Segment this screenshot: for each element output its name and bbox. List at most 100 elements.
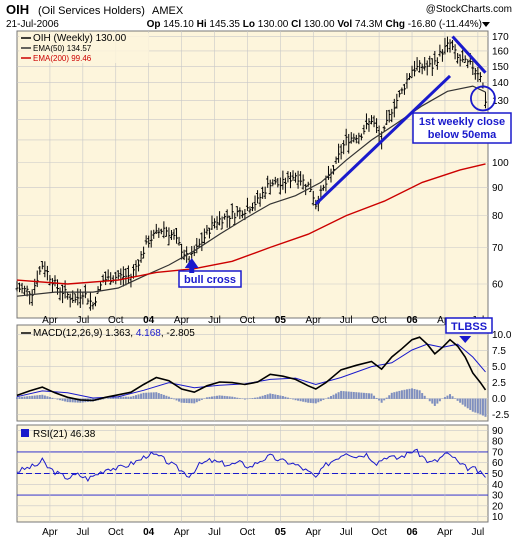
macd-hist-bar <box>233 397 236 399</box>
macd-hist-bar <box>218 395 221 399</box>
macd-hist-bar <box>254 397 257 399</box>
rsi-y-tick-label: 90 <box>492 426 504 437</box>
macd-hist-bar <box>299 398 302 402</box>
rsi-y-tick-label: 30 <box>492 491 504 502</box>
macd-hist-bar <box>327 397 330 399</box>
macd-hist-bar <box>433 398 436 406</box>
macd-hist-bar <box>124 396 127 399</box>
macd-hist-bar <box>147 392 150 399</box>
chart-name: (Oil Services Holders) <box>38 5 145 17</box>
macd-hist-bar <box>314 398 317 404</box>
macd-hist-bar <box>183 398 186 403</box>
macd-hist-bar <box>461 398 464 405</box>
macd-hist-bar <box>474 398 477 413</box>
annotations: bull cross 1st weekly close below 50ema … <box>178 35 512 343</box>
macd-hist-bar <box>145 392 148 399</box>
macd-y-tick-label: 2.5 <box>492 378 506 389</box>
rsi-y-tick-label: 10 <box>492 512 504 523</box>
rsi-y-tick-label: 40 <box>492 480 504 491</box>
macd-hist-bar <box>256 397 259 399</box>
macd-y-tick-label: 5.0 <box>492 362 506 373</box>
macd-hist-bar <box>221 395 224 399</box>
rsi-x-tick-label: Oct <box>240 527 256 538</box>
macd-hist-bar <box>332 394 335 399</box>
macd-hist-bar <box>162 394 165 399</box>
rsi-y-tick-label: 20 <box>492 501 504 512</box>
macd-hist-bar <box>69 398 72 403</box>
price-y-tick-label: 160 <box>492 46 509 57</box>
macd-hist-bar <box>476 398 479 414</box>
macd-hist-bar <box>216 395 219 399</box>
macd-hist-bar <box>340 390 343 399</box>
legend-ema200: EMA(200) 99.46 <box>33 54 92 63</box>
macd-hist-bar <box>479 398 482 415</box>
breakdown-circle <box>470 85 496 112</box>
weekly-close-box <box>412 112 512 144</box>
macd-hist-bar <box>150 392 153 399</box>
quote-line: Op 145.10 Hi 145.35 Lo 130.00 Cl 130.00 … <box>147 19 482 30</box>
macd-hist-bar <box>413 389 416 399</box>
macd-hist-bar <box>112 397 115 399</box>
macd-hist-bar <box>140 393 143 399</box>
rsi-x-tick-label: Apr <box>42 527 58 538</box>
macd-hist-bar <box>408 388 411 399</box>
macd-hist-bar <box>236 397 239 399</box>
macd-hist-bar <box>193 398 196 404</box>
macd-hist-bar <box>223 395 226 399</box>
macd-hist-bar <box>74 398 77 403</box>
macd-hist-bar <box>178 398 181 402</box>
macd-hist-bar <box>312 398 315 404</box>
price-y-tick-label: 90 <box>492 183 504 194</box>
macd-hist-bar <box>61 398 64 401</box>
macd-hist-bar <box>307 398 310 403</box>
macd-hist-bar <box>208 396 211 399</box>
macd-hist-bar <box>165 395 168 399</box>
macd-line <box>16 336 487 402</box>
macd-hist-bar <box>360 392 363 399</box>
rsi-x-tick-label: Jul <box>76 527 89 538</box>
price-x-tick-label: Jul <box>208 315 221 326</box>
macd-hist-bar <box>59 398 62 401</box>
macd-hist-bar <box>64 398 67 402</box>
macd-hist-bar <box>226 396 229 399</box>
macd-hist-bar <box>484 398 487 417</box>
price-y-tick-label: 60 <box>492 279 504 290</box>
macd-hist-bar <box>31 395 34 399</box>
macd-hist-bar <box>365 393 368 399</box>
macd-hist-bar <box>210 396 213 399</box>
uptrend-line <box>314 74 452 206</box>
macd-hist-bar <box>309 398 312 403</box>
macd-hist-bar <box>109 397 112 399</box>
macd-hist-bar <box>398 390 401 399</box>
macd-hist-bar <box>26 396 29 399</box>
macd-hist-bar <box>231 396 234 399</box>
macd-hist-bar <box>342 391 345 399</box>
macd-hist-bar <box>319 398 322 402</box>
macd-hist-bar <box>383 398 386 401</box>
macd-hist-bar <box>23 396 26 399</box>
rsi-legend: RSI(21) 46.38 <box>21 429 96 440</box>
macd-hist-bar <box>160 393 163 399</box>
macd-hist-bar <box>200 398 203 400</box>
macd-hist-bar <box>375 397 378 399</box>
macd-y-tick-label: 0.0 <box>492 394 506 405</box>
macd-hist-bar <box>142 392 145 399</box>
macd-hist-bar <box>451 396 454 399</box>
bull-cross-label: bull cross <box>184 274 236 286</box>
macd-hist-bar <box>102 398 105 400</box>
macd-hist-bar <box>411 388 414 399</box>
macd-hist-bar <box>289 398 292 399</box>
macd-hist-bar <box>469 398 472 410</box>
macd-hist-bar <box>370 393 373 399</box>
macd-hist-bar <box>337 392 340 399</box>
macd-hist-bar <box>357 392 360 399</box>
macd-y-tick-label: 7.5 <box>492 346 506 357</box>
price-y-tick-label: 150 <box>492 62 509 73</box>
legend-ema50: EMA(50) 134.57 <box>33 44 92 53</box>
chevron-down-icon[interactable] <box>482 22 490 27</box>
rsi-x-tick-label: 06 <box>406 527 418 538</box>
chart-date: 21-Jul-2006 <box>6 19 59 30</box>
macd-hist-bar <box>279 395 282 399</box>
